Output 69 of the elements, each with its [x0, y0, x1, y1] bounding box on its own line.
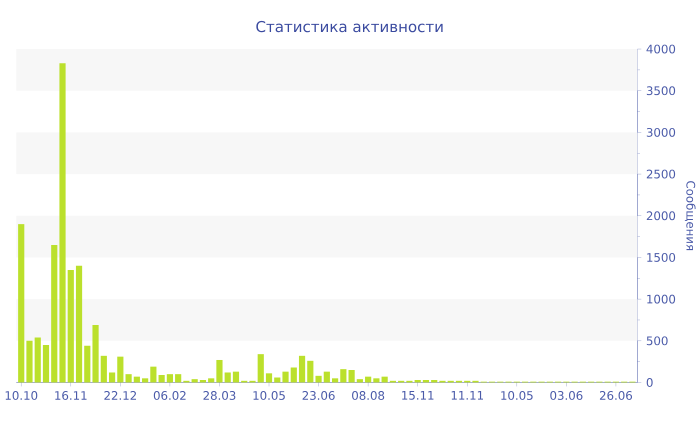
bar [232, 372, 240, 383]
y-tick-label: 2500 [646, 170, 676, 179]
x-tick-label: 28.03 [203, 391, 236, 400]
bar [42, 345, 50, 383]
x-tick-label: 26.06 [600, 391, 632, 400]
x-tick-label: 10.05 [253, 391, 285, 400]
bar [125, 374, 132, 383]
bar [108, 372, 116, 383]
bar [117, 356, 124, 383]
chart-title: Статистика активности [256, 21, 443, 32]
x-tick-label: 10.05 [501, 391, 533, 400]
y-tick-label: 2000 [646, 211, 676, 220]
bar [150, 366, 156, 383]
y-tick-label: 0 [646, 378, 653, 388]
bar [51, 245, 58, 383]
x-tick-label: 06.02 [154, 391, 186, 400]
bar [282, 372, 289, 383]
bar [340, 369, 346, 383]
y-tick-label: 1500 [647, 253, 676, 262]
y-axis-title: Сообщения [684, 181, 696, 250]
bar [373, 378, 380, 383]
bar [431, 380, 438, 383]
y-tick-label: 3000 [646, 128, 676, 137]
x-tick-label: 16.11 [55, 391, 87, 400]
bar [216, 360, 223, 383]
bar [290, 368, 297, 383]
bar [166, 374, 173, 383]
x-tick-label: 03.06 [550, 391, 582, 400]
x-tick-label: 11.11 [452, 391, 483, 400]
bar [208, 378, 214, 383]
y-tick-label: 1000 [647, 294, 676, 304]
bar [356, 379, 363, 383]
y-tick-label: 4000 [646, 44, 676, 54]
bar [92, 325, 99, 383]
bar [224, 372, 231, 383]
bar [200, 380, 206, 383]
bar [175, 374, 182, 383]
bar [26, 340, 33, 383]
bar [59, 63, 66, 383]
bar [258, 354, 264, 383]
bar [18, 224, 24, 383]
bar [76, 266, 82, 383]
bar [298, 356, 306, 383]
y-tick-label: 3500 [646, 86, 676, 96]
bar [365, 376, 372, 383]
bar [324, 372, 330, 383]
x-tick-label: 08.08 [352, 391, 384, 400]
bar [382, 376, 388, 383]
bar [414, 380, 421, 383]
bar [100, 356, 107, 383]
bar [274, 378, 280, 383]
bar [422, 380, 430, 383]
x-tick-label: 22.12 [104, 391, 136, 400]
bar [68, 270, 74, 383]
bar [84, 346, 90, 383]
bar [134, 376, 140, 383]
x-tick-label: 10.10 [6, 391, 38, 400]
bar [348, 370, 355, 383]
bar [192, 379, 198, 383]
bar [307, 360, 314, 383]
bar [158, 375, 165, 383]
bar [332, 378, 338, 383]
x-tick-label: 23.06 [302, 391, 335, 400]
x-tick-label: 15.11 [402, 391, 434, 400]
bar [266, 373, 272, 383]
bar [142, 378, 148, 383]
bar [315, 376, 322, 383]
bar [34, 338, 41, 383]
y-tick-label: 500 [646, 336, 668, 346]
